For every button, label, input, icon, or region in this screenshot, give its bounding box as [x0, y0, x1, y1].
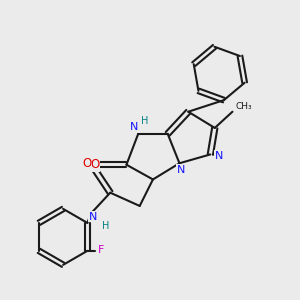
Text: H: H: [102, 221, 109, 231]
Text: N: N: [177, 165, 185, 175]
Text: N: N: [130, 122, 138, 132]
Text: O: O: [90, 158, 99, 171]
Text: F: F: [98, 245, 105, 255]
Text: CH₃: CH₃: [235, 102, 252, 111]
Text: N: N: [88, 212, 97, 222]
Text: N: N: [214, 151, 223, 161]
Text: O: O: [83, 157, 92, 170]
Text: H: H: [141, 116, 148, 126]
